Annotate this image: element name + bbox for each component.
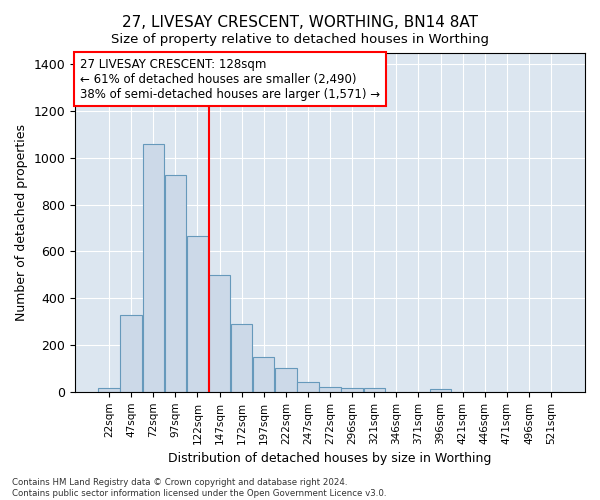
Bar <box>430 390 451 392</box>
Bar <box>121 314 142 392</box>
Bar <box>297 382 319 392</box>
Bar <box>319 386 341 392</box>
Bar <box>253 357 274 392</box>
Bar <box>231 324 253 392</box>
X-axis label: Distribution of detached houses by size in Worthing: Distribution of detached houses by size … <box>169 452 492 465</box>
Bar <box>143 144 164 392</box>
Bar <box>98 388 120 392</box>
Bar <box>364 388 385 392</box>
Bar <box>164 176 186 392</box>
Text: 27 LIVESAY CRESCENT: 128sqm
← 61% of detached houses are smaller (2,490)
38% of : 27 LIVESAY CRESCENT: 128sqm ← 61% of det… <box>80 58 380 100</box>
Bar <box>209 275 230 392</box>
Bar <box>275 368 296 392</box>
Text: Contains HM Land Registry data © Crown copyright and database right 2024.
Contai: Contains HM Land Registry data © Crown c… <box>12 478 386 498</box>
Y-axis label: Number of detached properties: Number of detached properties <box>15 124 28 320</box>
Bar <box>187 236 208 392</box>
Bar <box>341 388 363 392</box>
Text: 27, LIVESAY CRESCENT, WORTHING, BN14 8AT: 27, LIVESAY CRESCENT, WORTHING, BN14 8AT <box>122 15 478 30</box>
Text: Size of property relative to detached houses in Worthing: Size of property relative to detached ho… <box>111 32 489 46</box>
